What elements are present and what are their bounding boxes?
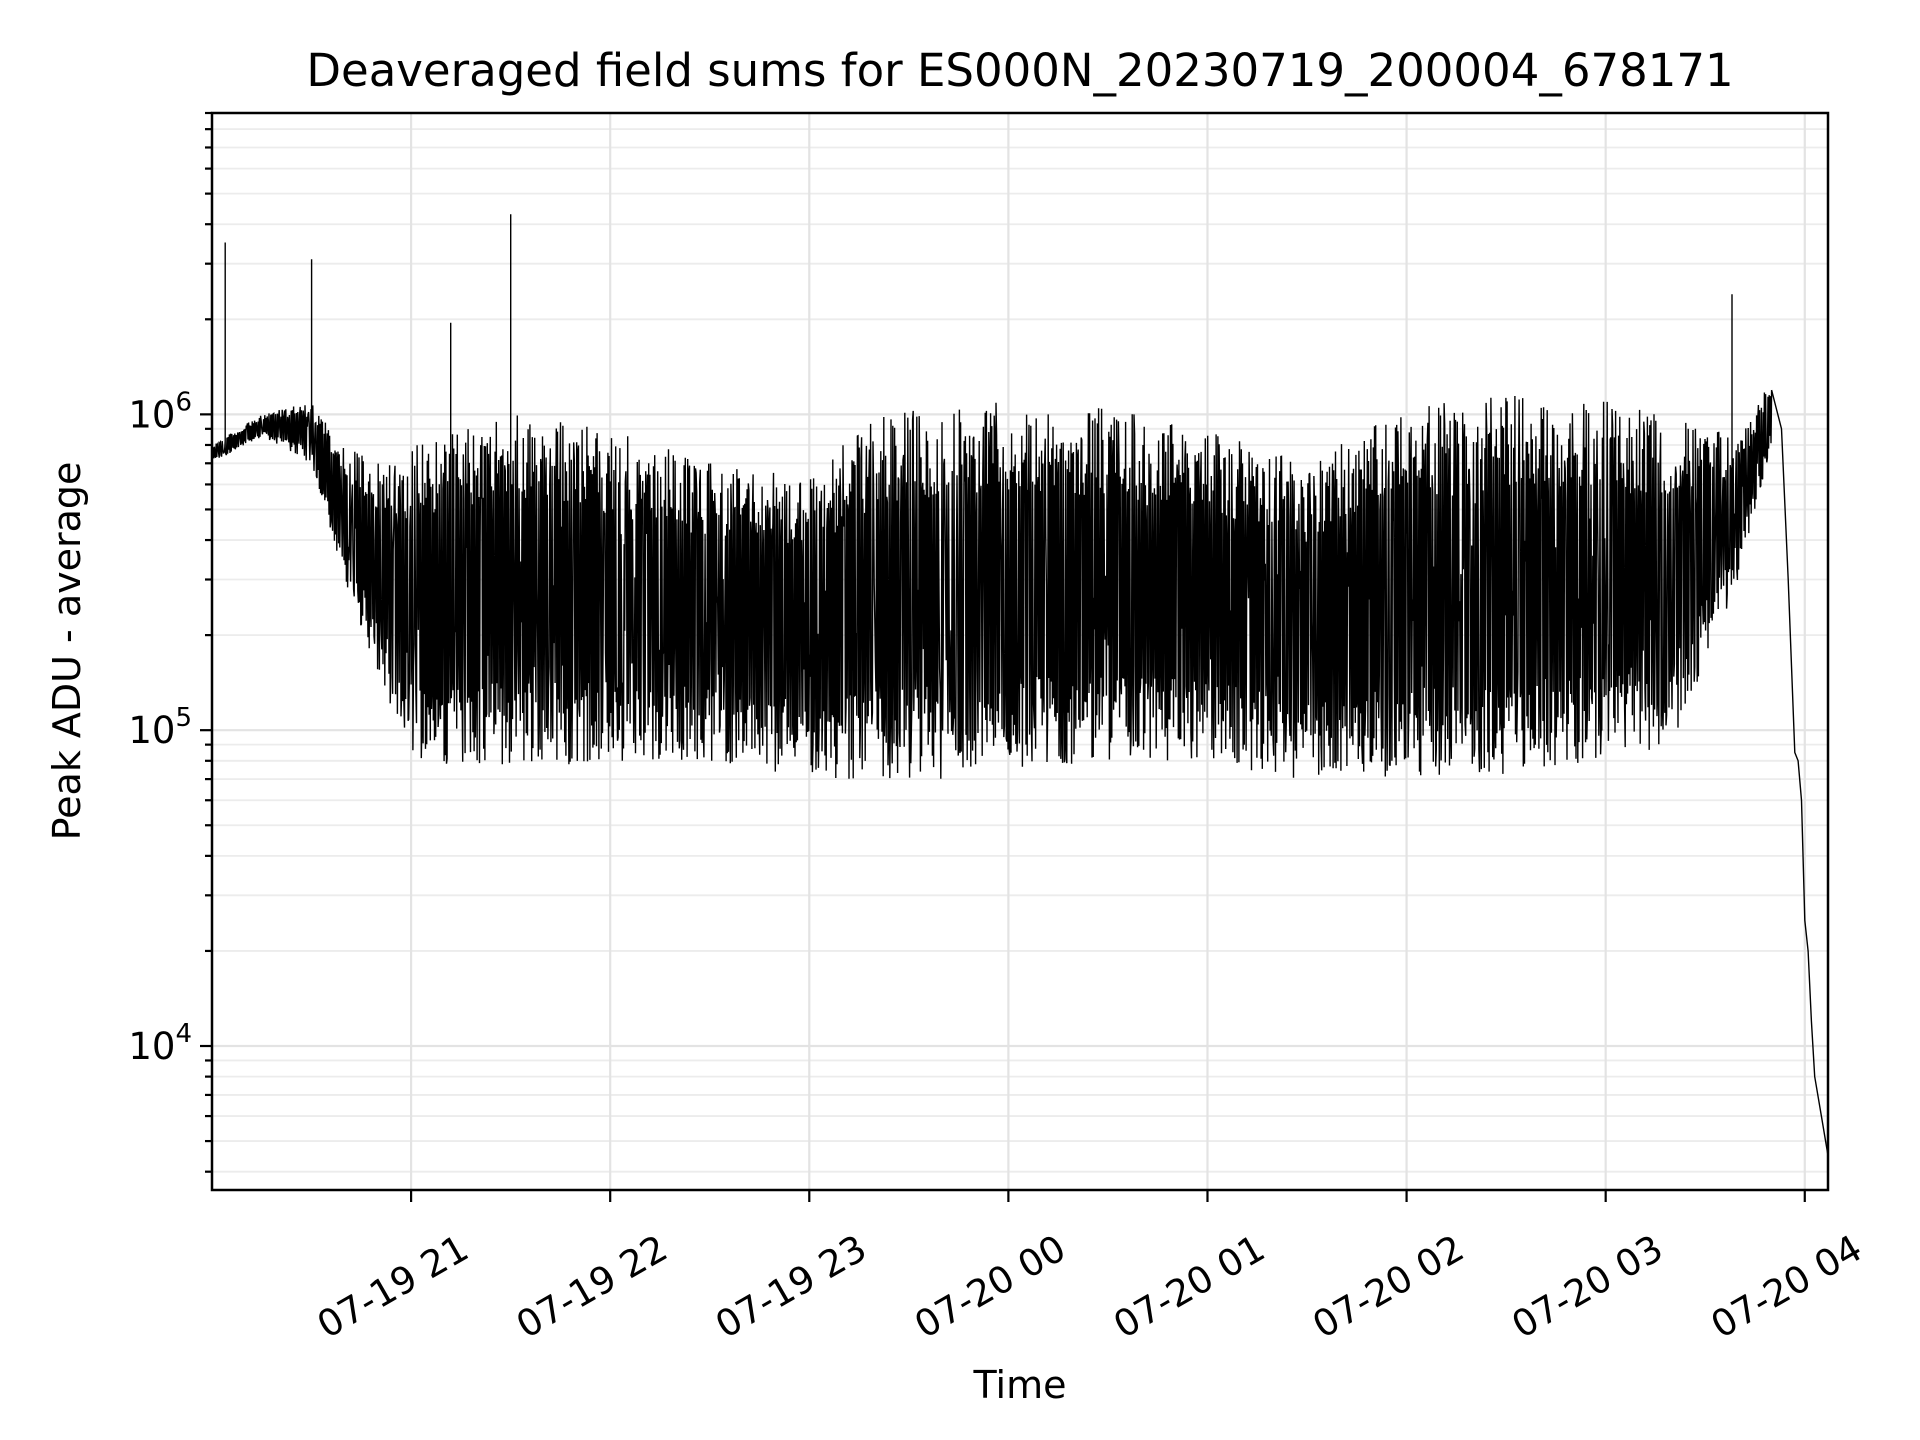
x-axis-label: Time — [973, 1363, 1067, 1407]
y-tick-label: 106 — [128, 387, 192, 436]
grid — [212, 112, 1828, 1190]
x-tick-label: 07-20 01 — [1106, 1227, 1272, 1347]
x-tick-label: 07-20 02 — [1306, 1227, 1472, 1347]
y-tick-label: 105 — [128, 703, 192, 752]
x-tick-label: 07-19 22 — [509, 1227, 675, 1347]
x-tick-label: 07-20 04 — [1704, 1227, 1870, 1347]
chart-title: Deaveraged field sums for ES000N_2023071… — [306, 44, 1733, 97]
x-tick-label: 07-20 03 — [1505, 1227, 1671, 1347]
x-tick-label: 07-20 00 — [907, 1227, 1073, 1347]
y-tick-label: 104 — [128, 1019, 192, 1068]
plot-frame — [210, 111, 1830, 1192]
x-tick-label: 07-19 21 — [310, 1227, 476, 1347]
series-line — [211, 214, 1829, 1156]
series-layer — [211, 214, 1829, 1156]
y-axis-label: Peak ADU - average — [45, 462, 89, 841]
x-tick-label: 07-19 23 — [708, 1227, 874, 1347]
